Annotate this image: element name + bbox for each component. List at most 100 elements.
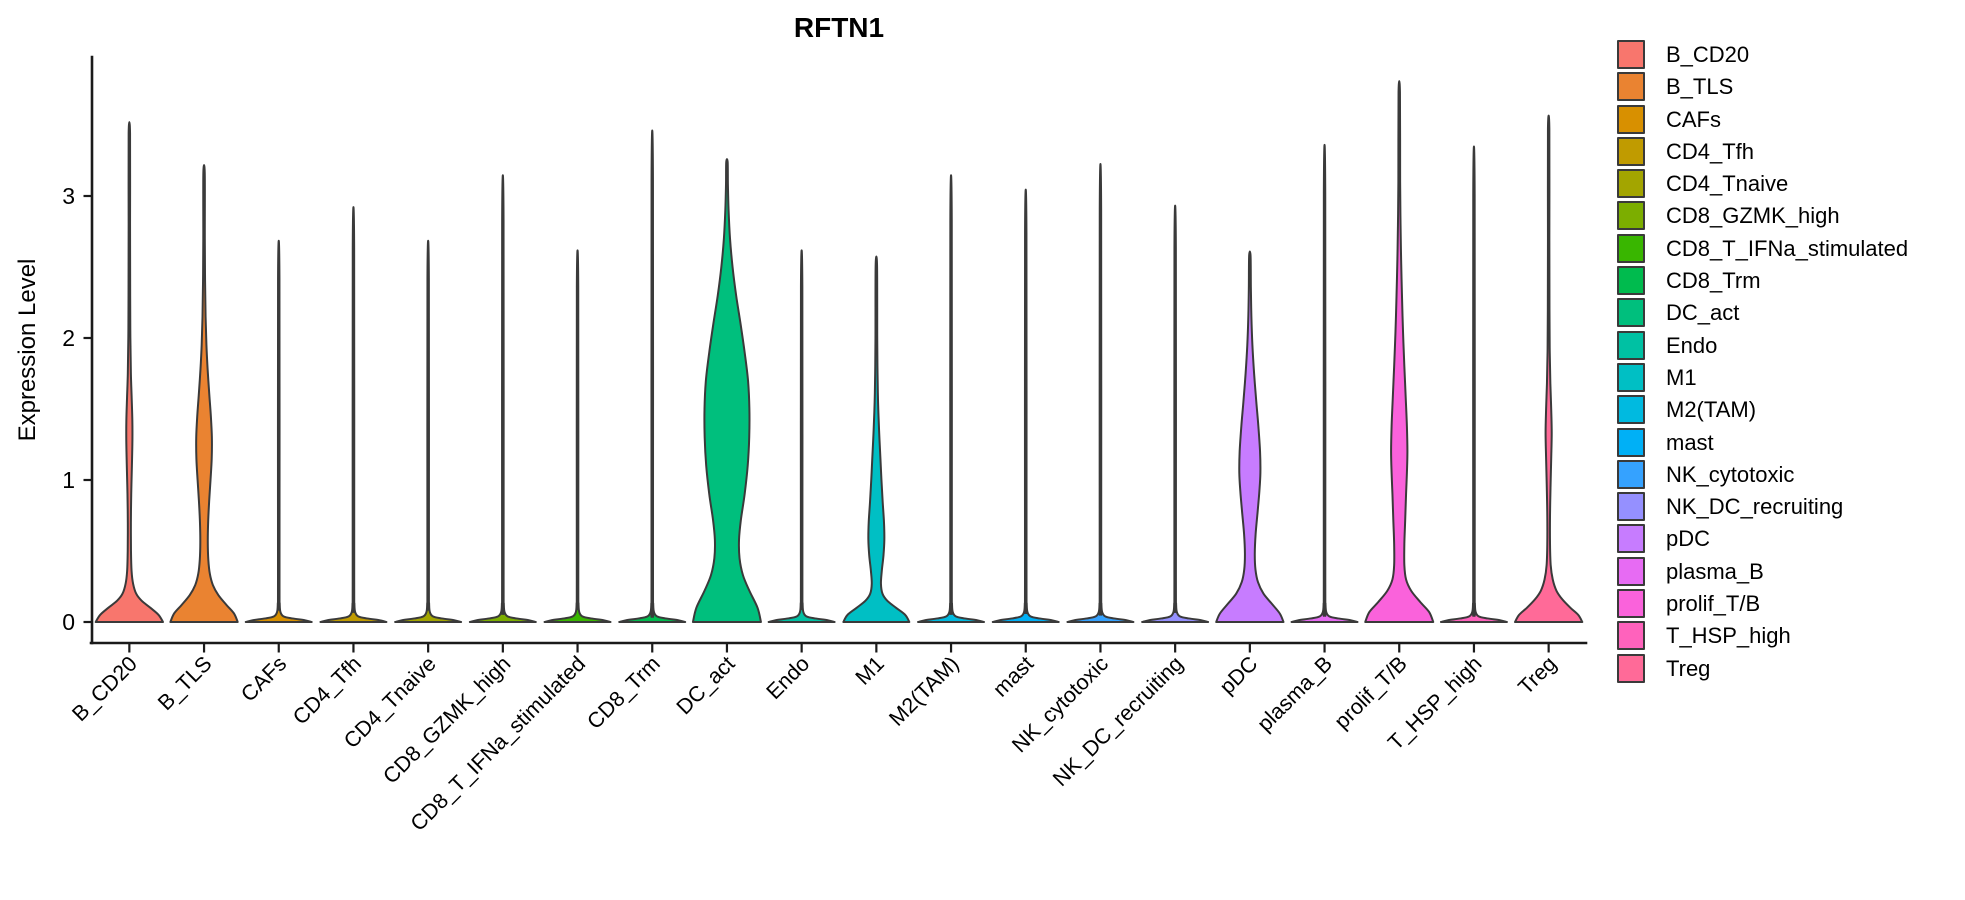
legend-row: B_TLS	[1617, 72, 1908, 102]
violin-CD4_Tnaive	[394, 240, 463, 623]
legend-row: mast	[1617, 427, 1908, 457]
legend-label: pDC	[1666, 526, 1711, 552]
legend-color-key	[1617, 427, 1645, 457]
violin-Endo	[767, 249, 836, 623]
violin-T_HSP_high	[1439, 145, 1508, 623]
legend-label: prolif_T/B	[1666, 591, 1761, 617]
violin-prolif_T/B	[1364, 80, 1435, 623]
x-axis-label: NK_DC_recruiting	[1048, 652, 1187, 791]
legend-color-key	[1617, 169, 1645, 199]
plot-title: RFTN1	[793, 12, 885, 43]
legend-color-key	[1617, 395, 1645, 425]
legend-label: Treg	[1666, 655, 1711, 681]
legend-label: CD4_Tfh	[1666, 138, 1755, 164]
legend-label: T_HSP_high	[1666, 623, 1791, 649]
legend-row: CD4_Tfh	[1617, 136, 1908, 166]
legend-row: prolif_T/B	[1617, 589, 1908, 619]
legend-color-key	[1617, 556, 1645, 586]
legend-color-key	[1617, 330, 1645, 360]
legend-label: M1	[1666, 364, 1697, 390]
legend-color-key	[1617, 492, 1645, 522]
violin-NK_cytotoxic	[1066, 163, 1135, 623]
x-axis-label: B_CD20	[67, 652, 141, 726]
legend-row: CD4_Tnaive	[1617, 169, 1908, 199]
legend-color-key	[1617, 524, 1645, 554]
legend-color-key	[1617, 362, 1645, 392]
violin-B_TLS	[169, 164, 239, 623]
legend-label: CAFs	[1666, 106, 1721, 132]
violin-CD8_GZMK_high	[468, 174, 537, 623]
x-axis-label: M2(TAM)	[884, 652, 963, 731]
legend-color-key	[1617, 40, 1645, 69]
legend-color-key	[1617, 298, 1645, 328]
violin-CD4_Tfh	[319, 206, 388, 623]
x-axis-label: DC_act	[672, 652, 740, 720]
violin-pDC	[1215, 250, 1285, 623]
violin-plasma_B	[1290, 143, 1359, 623]
legend-row: Endo	[1617, 330, 1908, 360]
legend-row: M2(TAM)	[1617, 395, 1908, 425]
legend-label: B_CD20	[1666, 42, 1750, 67]
legend-label: Endo	[1666, 332, 1718, 358]
legend-row: M1	[1617, 362, 1908, 392]
legend-label: CD8_T_IFNa_stimulated	[1666, 235, 1909, 261]
legend-row: B_CD20	[1617, 40, 1908, 69]
x-axis-label: Endo	[762, 652, 815, 705]
y-tick-label: 2	[62, 325, 75, 351]
legend-label: CD8_GZMK_high	[1666, 203, 1840, 229]
legend-color-key	[1617, 589, 1645, 619]
x-axis-label: mast	[988, 652, 1038, 702]
legend-color-key	[1617, 104, 1645, 134]
legend-color-key	[1617, 201, 1645, 231]
legend-label: mast	[1666, 429, 1714, 455]
violin-CD8_Trm	[618, 129, 687, 623]
x-axis-label: CD4_Tfh	[288, 652, 366, 730]
violin-M2(TAM)	[917, 174, 986, 623]
violin-NK_DC_recruiting	[1141, 204, 1210, 623]
legend-row: plasma_B	[1617, 556, 1908, 586]
violin-mast	[991, 188, 1060, 623]
legend-color-key	[1617, 459, 1645, 489]
legend-color-key	[1617, 136, 1645, 166]
legend-row: CD8_Trm	[1617, 266, 1908, 296]
legend-label: M2(TAM)	[1666, 397, 1757, 423]
violin-DC_act	[691, 158, 762, 623]
y-tick-label: 0	[62, 609, 75, 635]
legend-row: Treg	[1617, 653, 1908, 683]
x-axis-label: CD8_GZMK_high	[378, 652, 515, 789]
x-axis-label: CAFs	[236, 652, 291, 707]
legend-label: DC_act	[1666, 300, 1740, 326]
legend-color-key	[1617, 266, 1645, 296]
x-axis-label: plasma_B	[1253, 652, 1338, 737]
violin-M1	[842, 255, 911, 623]
violin-B_CD20	[94, 121, 165, 623]
legend-color-key	[1617, 653, 1645, 683]
legend-color-key	[1617, 72, 1645, 102]
x-axis-label: CD8_Trm	[582, 652, 664, 734]
legend-row: DC_act	[1617, 298, 1908, 328]
y-tick-label: 3	[62, 183, 75, 209]
y-tick-label: 1	[62, 467, 75, 493]
legend-row: pDC	[1617, 524, 1908, 554]
legend-row: CAFs	[1617, 104, 1908, 134]
legend: B_CD20 B_TLS CAFs CD4_Tfh CD4_Tnaive CD8_GZMK…	[1617, 40, 1908, 686]
legend-label: CD8_Trm	[1666, 268, 1761, 294]
legend-label: plasma_B	[1666, 558, 1764, 584]
x-axis-label: B_TLS	[153, 652, 216, 715]
legend-label: NK_cytotoxic	[1666, 461, 1795, 487]
legend-row: CD8_T_IFNa_stimulated	[1617, 233, 1909, 263]
legend-row: NK_DC_recruiting	[1617, 492, 1908, 522]
legend-row: NK_cytotoxic	[1617, 459, 1908, 489]
x-axis-label: M1	[851, 652, 889, 690]
violin-Treg	[1513, 114, 1584, 623]
legend-color-key	[1617, 621, 1645, 651]
legend-label: CD4_Tnaive	[1666, 171, 1789, 197]
legend-row: T_HSP_high	[1617, 621, 1908, 651]
violin-CD8_T_IFNa_stimulated	[543, 249, 612, 623]
x-axis-label: Treg	[1514, 652, 1562, 700]
violin-CAFs	[244, 240, 313, 623]
legend-label: B_TLS	[1666, 74, 1734, 100]
legend-label: NK_DC_recruiting	[1666, 494, 1844, 520]
